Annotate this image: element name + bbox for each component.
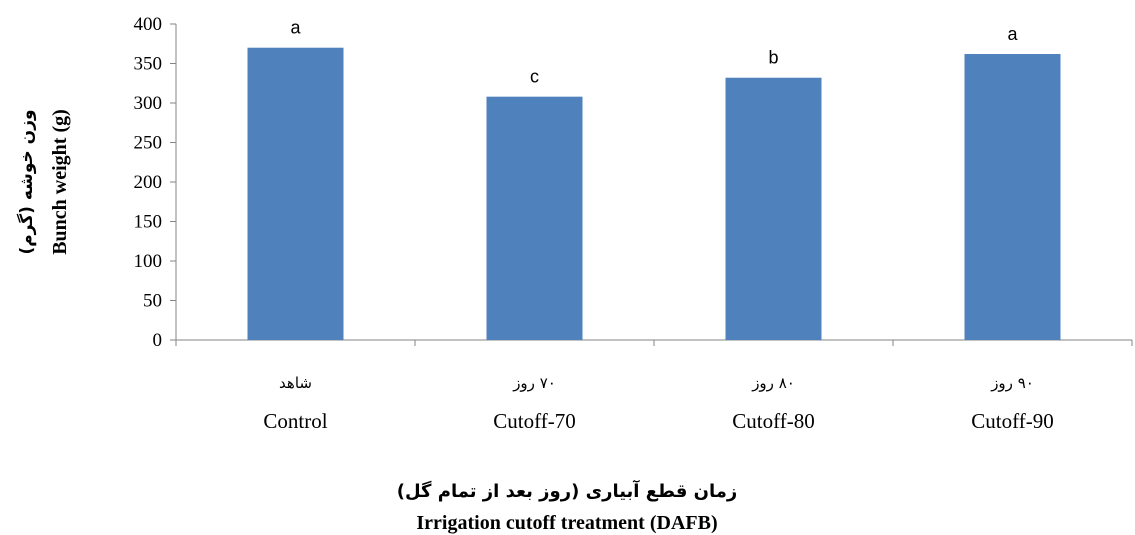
x-tick-label-persian: ۸۰ روز (751, 374, 795, 392)
x-tick-label-persian: شاهد (279, 374, 312, 392)
y-axis-label: Bunch weight (g) (49, 109, 71, 255)
x-tick-label: Cutoff-90 (971, 409, 1053, 433)
x-tick-label: Cutoff-70 (493, 409, 575, 433)
bar (964, 54, 1061, 341)
significance-label: b (768, 48, 778, 68)
bar (725, 77, 822, 340)
y-axis-label-persian: وزن خوشه (گرم) (16, 109, 37, 254)
significance-label: c (530, 67, 539, 87)
x-tick-label: Control (263, 409, 327, 433)
y-tick-label: 200 (134, 172, 163, 193)
x-axis-label-persian: زمان قطع آبیاری (روز بعد از تمام گل) (397, 479, 738, 502)
axes: 0 50 100 150 200 250 300 350 400 (134, 14, 1133, 351)
y-tick-label: 300 (134, 93, 163, 114)
significance-label: a (1007, 24, 1018, 44)
bars (247, 47, 1061, 341)
labels: a شاهد Control c ۷۰ روز Cutoff-70 b ۸۰ روز Cutof… (263, 18, 1053, 433)
y-tick-label: 150 (134, 212, 163, 233)
significance-label: a (290, 18, 301, 38)
x-axis-label: Irrigation cutoff treatment (DAFB) (416, 512, 717, 534)
bar (247, 47, 344, 340)
bar (486, 96, 583, 341)
y-tick-label: 400 (134, 14, 163, 35)
x-tick-label-persian: ۷۰ روز (512, 374, 556, 392)
y-tick-label: 350 (134, 54, 163, 75)
x-tick-label-persian: ۹۰ روز (990, 374, 1034, 392)
x-tick-label: Cutoff-80 (732, 409, 814, 433)
y-tick-label: 50 (143, 291, 162, 312)
y-tick-label: 250 (134, 133, 163, 154)
y-tick-label: 0 (153, 330, 163, 351)
y-tick-label: 100 (134, 251, 163, 272)
